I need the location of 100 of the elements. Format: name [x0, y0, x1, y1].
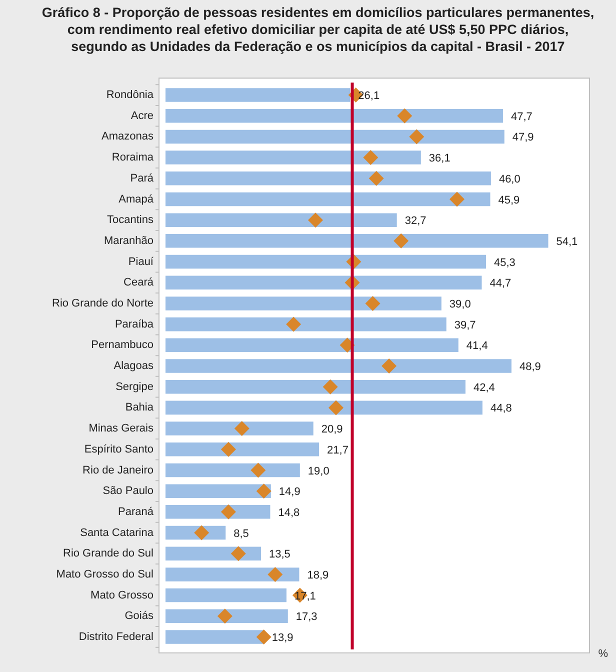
y-tick-label: Rondônia: [106, 89, 154, 102]
y-tick-label: Mato Grosso do Sul: [56, 568, 154, 580]
data-label: 13,5: [269, 548, 290, 561]
text: %: [598, 648, 608, 660]
data-label: 21,7: [327, 444, 348, 456]
data-label: 13,9: [272, 632, 294, 644]
point: [256, 629, 272, 644]
point: [322, 379, 338, 394]
data-label: 41,4: [466, 340, 488, 352]
data-label: 44,8: [490, 402, 512, 415]
bar: [166, 276, 482, 290]
y-tick-label: Amapá: [118, 193, 154, 206]
y-tick-label: Rio de Janeiro: [82, 464, 154, 476]
data-label: 47,7: [510, 110, 532, 123]
bar: [166, 546, 262, 560]
bar: [166, 609, 288, 624]
data-label: 20,9: [321, 424, 343, 436]
y-tick-label: Goiás: [124, 610, 154, 622]
y-tick-label: Pará: [130, 172, 154, 184]
bar: [166, 588, 286, 602]
point: [250, 462, 266, 478]
data-label: 18,9: [307, 569, 329, 582]
y-tick-label: Piauí: [128, 256, 154, 268]
bar: [166, 505, 270, 519]
point: [363, 150, 378, 166]
point: [308, 212, 323, 228]
point: [397, 108, 412, 124]
data-label: 32,7: [404, 215, 426, 228]
point: [194, 525, 210, 540]
data-label: 47,9: [512, 132, 534, 144]
data-label: 44,7: [490, 278, 512, 290]
bar: [166, 108, 503, 123]
point: [365, 296, 380, 311]
data-label: 14,9: [278, 486, 300, 498]
y-tick-label: Mato Grosso: [90, 589, 154, 602]
bar: [166, 130, 504, 144]
bar: [166, 234, 548, 248]
point: [220, 504, 236, 520]
point: [328, 400, 344, 416]
bar: [166, 338, 458, 352]
point: [220, 442, 236, 457]
y-tick-label: Santa Catarina: [80, 526, 154, 539]
y-tick-label: Paraíba: [114, 318, 154, 330]
data-label: 45,3: [494, 256, 516, 269]
point: [268, 566, 283, 582]
y-tick-label: Ceará: [124, 276, 154, 289]
data-label: 46,0: [498, 173, 520, 186]
bar: [166, 88, 350, 102]
point: [256, 484, 272, 499]
y-tick-label: Rio Grande do Norte: [52, 298, 154, 310]
y-tick-label: Alagoas: [114, 360, 154, 372]
bar: [166, 442, 320, 456]
y-tick-label: Amazonas: [102, 130, 154, 143]
y-tick-label: Acre: [130, 110, 154, 122]
data-label: 39,0: [449, 298, 471, 310]
data-label: 39,7: [454, 319, 476, 332]
y-tick-label: Paraná: [118, 506, 154, 518]
bar: [166, 172, 491, 186]
point: [394, 233, 409, 248]
point: [230, 546, 246, 562]
bar: [166, 359, 512, 373]
data-label: 36,1: [428, 152, 450, 165]
data-label: 54,1: [556, 236, 578, 248]
point: [234, 421, 250, 436]
y-tick-label: Sergipe: [116, 380, 154, 393]
bar: [166, 463, 300, 478]
point: [286, 316, 302, 332]
y-tick-label: Pernambuco: [91, 339, 154, 352]
y-tick-label: Maranhão: [104, 234, 154, 247]
point: [449, 192, 464, 207]
data-label: 42,4: [473, 382, 495, 394]
data-label: 45,9: [498, 194, 520, 206]
point: [409, 129, 424, 144]
y-tick-label: Espírito Santo: [84, 443, 154, 456]
bar: [166, 422, 314, 436]
bar: [166, 296, 442, 310]
y-tick-label: Minas Gerais: [88, 422, 154, 435]
point: [368, 170, 384, 186]
point: [217, 608, 232, 624]
bar: [166, 568, 300, 582]
bar: [166, 254, 486, 269]
y-tick-label: Rio Grande do Sul: [63, 548, 154, 560]
y-tick-label: Tocantins: [107, 214, 154, 226]
y-tick-label: Bahia: [125, 402, 154, 414]
bar: [166, 150, 421, 164]
data-label: 8,5: [234, 528, 249, 540]
bar: [166, 380, 466, 394]
bar: [166, 630, 264, 644]
bar: [166, 484, 271, 498]
data-label: 14,8: [278, 506, 300, 519]
bar: [166, 192, 490, 206]
y-tick-label: São Paulo: [102, 485, 154, 498]
bar: [166, 400, 482, 415]
bar: [166, 317, 446, 332]
data-label: 19,0: [308, 465, 330, 478]
y-tick-label: Roraima: [112, 152, 154, 164]
bar: [166, 213, 397, 227]
data-label: 17,3: [296, 611, 318, 624]
y-tick-label: Distrito Federal: [78, 631, 154, 644]
data-label: 48,9: [519, 361, 541, 374]
